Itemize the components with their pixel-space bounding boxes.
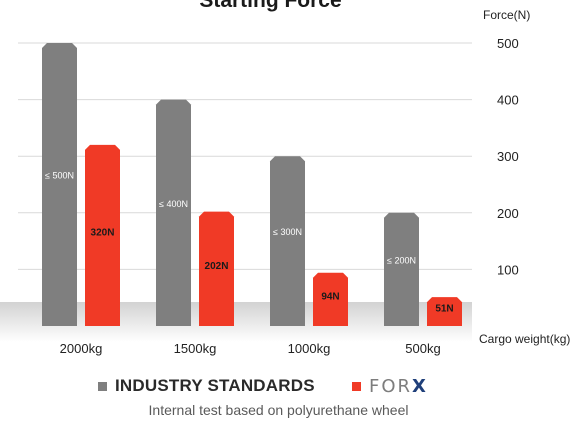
bar-industry-standard [270, 156, 305, 326]
bar-label-forx: 94N [321, 291, 339, 302]
y-axis-label: Force(N) [483, 8, 530, 22]
x-axis-label: Cargo weight(kg) [479, 332, 570, 346]
bar-label-industry: ≤ 300N [273, 227, 302, 237]
y-tick-label: 500 [497, 36, 519, 51]
legend-swatch-forx [352, 382, 361, 391]
y-tick-label: 100 [497, 262, 519, 277]
y-tick-label: 400 [497, 93, 519, 108]
bar-label-forx: 320N [91, 227, 115, 238]
forx-logo-prefix: FOR [369, 376, 413, 397]
x-category-labels: 2000kg 1500kg 1000kg 500kg [60, 341, 441, 356]
bar-label-forx: 202N [205, 261, 229, 272]
bar-label-industry: ≤ 500N [45, 171, 74, 181]
legend-item-forx: FORX [352, 376, 428, 397]
bar-label-industry: ≤ 200N [387, 255, 416, 265]
y-tick-label: 200 [497, 206, 519, 221]
x-category-label: 1000kg [288, 341, 331, 356]
forx-logo: FORX [369, 376, 428, 397]
x-category-label: 1500kg [174, 341, 217, 356]
legend-label-industry: INDUSTRY STANDARDS [115, 376, 315, 395]
forx-logo-x: X [412, 376, 428, 397]
x-category-label: 2000kg [60, 341, 103, 356]
bar-industry-standard [156, 99, 191, 326]
footnote: Internal test based on polyurethane whee… [148, 402, 409, 418]
bar-industry-standard [42, 43, 77, 326]
bar-forx [313, 272, 348, 326]
legend-item-industry: INDUSTRY STANDARDS [98, 376, 315, 396]
x-category-label: 500kg [405, 341, 440, 356]
bars: ≤ 500N 320N ≤ 400N 202N ≤ 300N 94N ≤ 200N 51N [42, 43, 462, 326]
legend-swatch-industry [98, 381, 107, 391]
bar-forx [85, 144, 120, 326]
chart-title: Starting Force [199, 0, 342, 12]
y-tick-label: 300 [497, 149, 519, 164]
bar-forx [427, 297, 462, 326]
legend: INDUSTRY STANDARDS FORX [0, 376, 577, 400]
y-tick-labels: 100 200 300 400 500 [497, 36, 519, 277]
bar-label-industry: ≤ 400N [159, 199, 188, 209]
bar-label-forx: 51N [435, 304, 453, 315]
bar-forx [199, 211, 234, 326]
bar-industry-standard [384, 212, 419, 326]
